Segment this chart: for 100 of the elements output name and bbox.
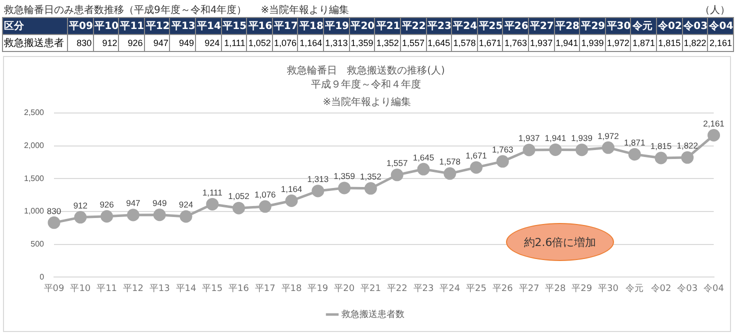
x-tick-label: 令03 — [677, 282, 698, 294]
category-label: 平16 — [248, 21, 272, 32]
data-label: 947 — [126, 198, 141, 208]
data-label: 1,937 — [518, 133, 540, 144]
text: 1,645 — [428, 38, 450, 48]
data-label: 926 — [100, 199, 114, 210]
text: 1,815 — [658, 38, 681, 48]
text: 1,939 — [581, 38, 604, 48]
x-tick-label: 平11 — [96, 284, 118, 294]
text: 924 — [204, 38, 220, 48]
data-label: 1,313 — [307, 174, 329, 184]
x-tick-label: 令04 — [704, 282, 724, 294]
category-label: 平27 — [530, 21, 554, 32]
text: ※当院年報より編集 — [322, 96, 412, 109]
data-label: 830 — [46, 206, 62, 216]
text: 区分 — [2, 18, 68, 34]
category-label: 平13 — [171, 21, 196, 32]
text: 1,871 — [632, 38, 656, 48]
text: 1,937 — [530, 38, 553, 48]
text: 1,578 — [453, 38, 476, 48]
data-label: 1,578 — [439, 156, 461, 167]
y-tick-label: 1,000 — [24, 206, 45, 216]
legend-label: 救急搬送患者数 — [340, 308, 404, 320]
category-label: 平25 — [478, 21, 503, 32]
x-tick-label: 令02 — [650, 282, 672, 294]
text: 1,671 — [478, 38, 502, 48]
category-label: 平14 — [197, 21, 221, 32]
x-tick-label: 平12 — [122, 284, 144, 294]
chart-subtitle: 平成９年度～令和４年度 — [311, 78, 421, 91]
data-label: 1,645 — [412, 152, 434, 162]
x-tick-label: 平30 — [598, 284, 619, 294]
category-label: 平28 — [556, 21, 580, 32]
text: 830 — [76, 38, 92, 48]
x-tick-label: 平22 — [386, 284, 408, 294]
category-label: 平09 — [69, 21, 93, 32]
category-label: 平19 — [325, 21, 350, 32]
data-label: 1,359 — [334, 171, 356, 182]
data-label: 912 — [73, 200, 88, 210]
x-tick-label: 平25 — [466, 284, 486, 294]
x-tick-label: 平20 — [334, 284, 355, 294]
text: 1,972 — [606, 38, 630, 48]
x-tick-label: 平10 — [70, 284, 91, 294]
data-label: 1,763 — [492, 144, 514, 154]
category-label: 平21 — [376, 21, 400, 32]
text: 912 — [102, 38, 118, 48]
text: 1,352 — [376, 38, 399, 48]
text: 2,161 — [709, 38, 732, 48]
category-label: 平15 — [222, 21, 247, 32]
category-label: 令元 — [632, 21, 652, 32]
y-tick-label: 1,500 — [24, 174, 45, 183]
data-label: 924 — [178, 200, 194, 210]
x-tick-label: 平15 — [202, 284, 223, 294]
x-tick-label: 平16 — [228, 284, 250, 294]
chart-title: 救急輪番日 救急搬送数の推移(人) — [286, 64, 445, 77]
data-label: 1,352 — [360, 171, 382, 182]
category-label: 令03 — [684, 21, 708, 32]
category-label: 令04 — [709, 21, 734, 32]
text: 949 — [179, 38, 194, 48]
text: 947 — [153, 38, 168, 48]
data-label: 1,871 — [624, 137, 646, 148]
text: 926 — [128, 38, 143, 48]
data-label: 1,941 — [544, 132, 566, 143]
category-label: 平29 — [581, 21, 606, 32]
data-label: 1,111 — [202, 187, 223, 198]
text: 救急輪番日のみ患者数推移（平成9年度～令和4年度） — [4, 5, 247, 16]
data-label: 1,822 — [676, 140, 698, 151]
category-label: 平20 — [350, 21, 375, 32]
x-tick-label: 平28 — [545, 284, 566, 294]
text: 1,557 — [402, 38, 425, 48]
text: 1,111 — [224, 38, 246, 48]
category-label: 平18 — [299, 21, 324, 32]
data-label: 949 — [152, 198, 167, 208]
category-label: 平11 — [120, 21, 144, 32]
category-label: 平26 — [504, 21, 528, 32]
category-label: 平10 — [94, 21, 119, 32]
y-tick-label: 500 — [30, 240, 45, 249]
text: （人） — [700, 4, 730, 17]
category-label: 平23 — [428, 21, 452, 32]
text: 1,076 — [274, 38, 296, 48]
data-label: 1,815 — [650, 141, 672, 152]
y-tick-label: 2,500 — [24, 108, 45, 118]
text: 1,941 — [556, 38, 578, 48]
category-label: 令02 — [658, 21, 682, 32]
category-label: 平24 — [453, 21, 478, 32]
data-label: 1,052 — [228, 191, 250, 202]
data-label: 2,161 — [703, 118, 725, 128]
x-tick-label: 平09 — [44, 284, 65, 294]
x-tick-label: 平13 — [149, 284, 170, 294]
category-label: 平30 — [606, 21, 631, 32]
data-label: 1,939 — [571, 132, 593, 143]
x-tick-label: 平27 — [518, 284, 540, 294]
category-label: 平22 — [402, 21, 426, 32]
x-tick-label: 平29 — [572, 284, 592, 294]
x-tick-label: 平14 — [176, 284, 196, 294]
text: 1,052 — [248, 38, 271, 48]
x-tick-label: 平18 — [281, 284, 302, 294]
category-label: 平17 — [274, 21, 298, 32]
category-label: 平12 — [146, 21, 170, 32]
x-tick-label: 平17 — [254, 284, 276, 294]
text: 1,822 — [684, 38, 706, 48]
